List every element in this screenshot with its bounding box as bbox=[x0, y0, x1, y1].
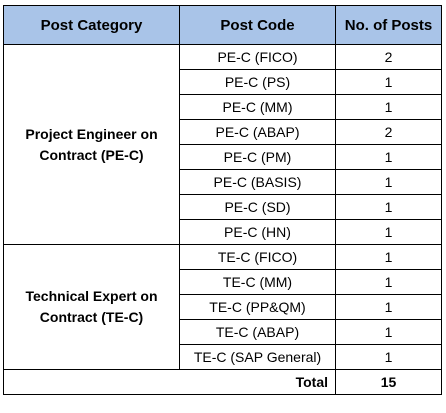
table-row: PE-C (PS) 1 bbox=[4, 69, 442, 95]
post-code-cell: TE-C (SAP General) bbox=[179, 344, 336, 370]
table-row: Technical Expert on Contract (TE-C) TE-C… bbox=[3, 244, 442, 370]
posts-count-cell: 1 bbox=[335, 269, 442, 295]
post-code-cell: TE-C (PP&QM) bbox=[179, 294, 336, 320]
post-code-cell: PE-C (SD) bbox=[179, 194, 336, 220]
posts-count-cell: 1 bbox=[335, 294, 442, 320]
post-code-cell: PE-C (MM) bbox=[179, 94, 336, 120]
post-code-cell: PE-C (BASIS) bbox=[179, 169, 336, 195]
header-no-of-posts: No. of Posts bbox=[335, 5, 442, 45]
header-row: Post Category Post Code No. of Posts bbox=[3, 5, 442, 45]
post-code-cell: PE-C (ABAP) bbox=[179, 119, 336, 145]
posts-count-cell: 1 bbox=[335, 219, 442, 245]
category-cell-te-c: Technical Expert on Contract (TE-C) bbox=[3, 244, 180, 370]
posts-count-cell: 1 bbox=[335, 244, 442, 270]
category-line1: Technical Expert on bbox=[25, 288, 158, 304]
post-code-cell: TE-C (ABAP) bbox=[179, 319, 336, 345]
category-line2: Contract (PE-C) bbox=[39, 146, 144, 163]
post-code-cell: PE-C (PM) bbox=[179, 144, 336, 170]
category-line2: Contract (TE-C) bbox=[39, 309, 144, 325]
posts-count-cell: 1 bbox=[335, 194, 442, 220]
table-row: TE-C (ABAP) 1 bbox=[4, 319, 442, 345]
table-row: PE-C (ABAP) 2 bbox=[4, 119, 442, 145]
total-row: Total 15 bbox=[3, 369, 442, 395]
posts-count-cell: 1 bbox=[335, 144, 442, 170]
post-code-cell: PE-C (PS) bbox=[179, 69, 336, 95]
table-row: TE-C (SAP General) 1 bbox=[4, 344, 442, 370]
total-value: 15 bbox=[335, 369, 442, 395]
post-code-cell: PE-C (FICO) bbox=[179, 44, 336, 70]
posts-count-cell: 1 bbox=[335, 69, 442, 95]
post-code-cell: TE-C (FICO) bbox=[179, 244, 336, 270]
total-label: Total bbox=[3, 369, 336, 395]
posts-count-cell: 1 bbox=[335, 319, 442, 345]
table-row: TE-C (MM) 1 bbox=[4, 269, 442, 295]
posts-count-cell: 1 bbox=[335, 169, 442, 195]
posts-count-cell: 1 bbox=[335, 94, 442, 120]
posts-table: Post Category Post Code No. of Posts Pro… bbox=[3, 5, 442, 395]
header-post-code: Post Code bbox=[179, 5, 336, 45]
table-row: PE-C (BASIS) 1 bbox=[4, 169, 442, 195]
post-code-cell: PE-C (HN) bbox=[179, 219, 336, 245]
header-post-category: Post Category bbox=[3, 5, 180, 45]
posts-table-container: Post Category Post Code No. of Posts Pro… bbox=[3, 5, 442, 395]
posts-count-cell: 2 bbox=[335, 119, 442, 145]
category-line1: Project Engineer on bbox=[25, 125, 158, 142]
category-cell-pe-c: Project Engineer on Contract (PE-C) bbox=[3, 44, 180, 245]
post-code-cell: TE-C (MM) bbox=[179, 269, 336, 295]
table-row: TE-C (PP&QM) 1 bbox=[4, 294, 442, 320]
table-row: Project Engineer on Contract (PE-C) PE-C… bbox=[3, 44, 442, 245]
posts-count-cell: 1 bbox=[335, 344, 442, 370]
posts-count-cell: 2 bbox=[335, 44, 442, 70]
